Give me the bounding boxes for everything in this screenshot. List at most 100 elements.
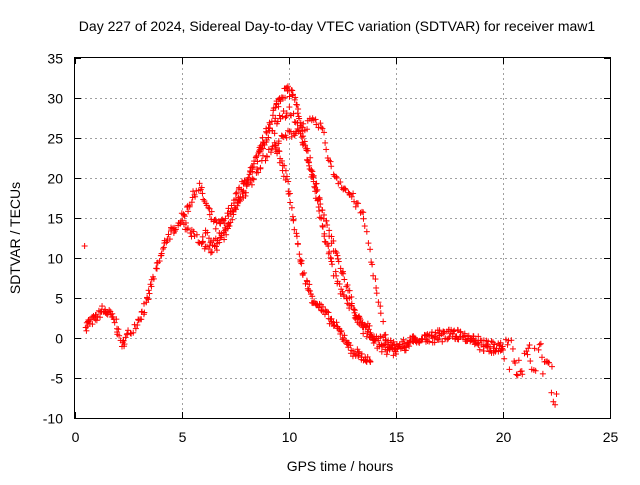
data-point: [514, 372, 521, 379]
data-point: [281, 162, 288, 169]
data-point: [312, 116, 319, 123]
data-point: [153, 265, 160, 272]
data-point: [115, 326, 122, 333]
data-point: [158, 250, 165, 257]
x-tick-label: 10: [282, 429, 298, 445]
data-point: [111, 319, 118, 326]
data-point: [383, 351, 390, 358]
data-point: [365, 240, 372, 247]
data-point: [390, 338, 397, 345]
data-point: [457, 329, 464, 336]
data-point: [361, 223, 368, 230]
data-point: [213, 247, 220, 254]
data-point: [364, 353, 371, 360]
data-point: [356, 349, 363, 356]
data-point: [344, 281, 351, 288]
data-point: [367, 331, 374, 338]
data-point: [450, 328, 457, 335]
data-point: [288, 204, 295, 211]
data-point: [181, 213, 188, 220]
data-point: [286, 93, 293, 100]
data-point: [360, 215, 367, 222]
data-point: [501, 355, 508, 362]
data-point: [470, 333, 477, 340]
data-point: [335, 325, 342, 332]
data-point: [487, 343, 494, 350]
data-point: [89, 321, 96, 328]
data-point: [319, 207, 326, 214]
y-tick-label: 35: [47, 51, 63, 67]
data-point: [538, 354, 545, 361]
data-point: [165, 231, 172, 238]
data-point: [141, 309, 148, 316]
data-point: [245, 174, 252, 181]
data-point: [275, 138, 282, 145]
data-point: [180, 211, 187, 218]
data-point: [199, 233, 206, 240]
data-point: [340, 270, 347, 277]
data-point: [318, 215, 325, 222]
data-point: [221, 236, 228, 243]
y-tick-label: -10: [43, 411, 63, 427]
data-point: [341, 332, 348, 339]
data-point: [492, 348, 499, 355]
data-point: [348, 193, 355, 200]
data-point: [350, 190, 357, 197]
y-tick-label: -5: [51, 371, 64, 387]
data-point: [267, 149, 274, 156]
data-point: [289, 91, 296, 98]
chart-title: Day 227 of 2024, Sidereal Day-to-day VTE…: [79, 18, 596, 34]
data-point: [411, 336, 418, 343]
data-point: [314, 186, 321, 193]
data-point: [476, 346, 483, 353]
data-point: [480, 343, 487, 350]
data-point: [436, 327, 443, 334]
data-point: [243, 183, 250, 190]
data-point: [513, 371, 520, 378]
data-point: [548, 363, 555, 370]
data-point: [337, 179, 344, 186]
data-point: [377, 310, 384, 317]
data-point: [204, 229, 211, 236]
data-point: [305, 158, 312, 165]
data-point: [145, 287, 152, 294]
data-point: [248, 181, 255, 188]
data-point: [342, 185, 349, 192]
data-point: [283, 110, 290, 117]
data-point: [524, 351, 531, 358]
data-point: [172, 226, 179, 233]
data-point: [373, 284, 380, 291]
data-point: [275, 103, 282, 110]
data-point: [250, 164, 257, 171]
data-point: [334, 255, 341, 262]
data-point: [539, 370, 546, 377]
data-point: [375, 299, 382, 306]
data-point: [333, 319, 340, 326]
data-point: [504, 341, 511, 348]
data-point: [327, 158, 334, 165]
data-point: [396, 341, 403, 348]
data-point: [301, 269, 308, 276]
data-point: [282, 167, 289, 174]
data-point: [229, 207, 236, 214]
data-point: [348, 300, 355, 307]
data-point: [380, 342, 387, 349]
data-point: [282, 94, 289, 101]
data-point: [135, 317, 142, 324]
grid-lines: [75, 58, 610, 418]
data-point: [308, 167, 315, 174]
data-point: [375, 337, 382, 344]
data-points: [81, 83, 560, 408]
data-point: [219, 216, 226, 223]
data-point: [333, 174, 340, 181]
data-point: [322, 139, 329, 146]
data-point: [166, 236, 173, 243]
data-point: [363, 228, 370, 235]
data-point: [293, 233, 300, 240]
data-point: [512, 359, 519, 366]
y-tick-label: 25: [47, 131, 63, 147]
data-point: [298, 134, 305, 141]
data-point: [132, 325, 139, 332]
